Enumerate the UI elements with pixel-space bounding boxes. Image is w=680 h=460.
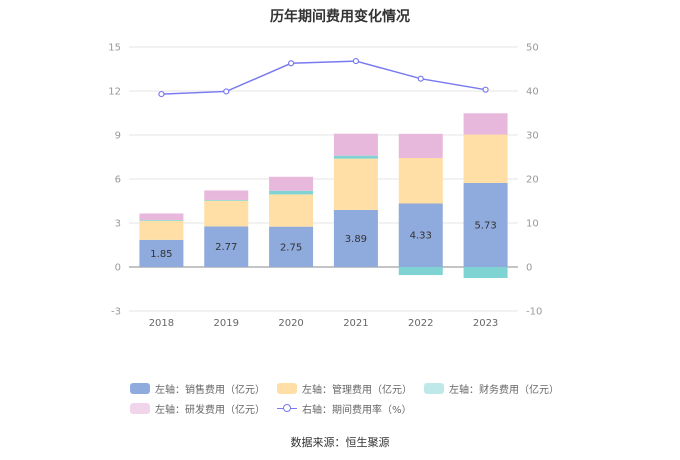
left-axis-tick: 15 <box>108 43 121 54</box>
right-axis-tick: 0 <box>526 263 532 274</box>
admin-bar <box>204 200 249 227</box>
rnd-bar <box>463 113 508 135</box>
left-axis-tick: -3 <box>111 307 121 318</box>
sales-bar <box>398 203 443 267</box>
legend-row-1: 左轴：销售费用（亿元） 左轴：管理费用（亿元） 左轴：财务费用（亿元） <box>130 378 559 398</box>
x-axis-tick: 2018 <box>149 318 174 329</box>
bar-data-label: 3.89 <box>345 234 367 245</box>
finance-bar <box>463 267 508 278</box>
rnd-bar <box>398 133 443 159</box>
legend-item-rnd[interactable]: 左轴：研发费用（亿元） <box>130 401 265 416</box>
expense-rate-point <box>287 60 295 67</box>
legend-swatch-admin <box>277 382 297 394</box>
admin-bar <box>463 134 508 183</box>
expense-rate-line <box>161 60 486 95</box>
legend-item-finance[interactable]: 左轴：财务费用（亿元） <box>424 381 559 396</box>
admin-bar <box>333 158 378 210</box>
left-axis-tick: 0 <box>115 263 121 274</box>
bar-data-label: 5.73 <box>474 220 496 231</box>
finance-bar <box>398 267 443 276</box>
x-axis-tick: 2021 <box>343 318 368 329</box>
right-axis-tick: 40 <box>526 87 539 98</box>
bar-data-label: 4.33 <box>410 231 432 242</box>
legend-swatch-sales <box>130 382 150 394</box>
chart-title: 历年期间费用变化情况 <box>270 9 410 25</box>
left-axis-tick: 6 <box>115 175 121 186</box>
rnd-bar <box>269 176 314 191</box>
finance-bar <box>333 155 378 159</box>
finance-bar <box>204 199 249 201</box>
expense-rate-point <box>158 90 165 98</box>
legend-label-rate: 右轴：期间费用率（%） <box>302 404 412 416</box>
x-axis-tick: 2023 <box>473 318 498 329</box>
legend: 左轴：销售费用（亿元） 左轴：管理费用（亿元） 左轴：财务费用（亿元） 左轴：研… <box>130 378 559 418</box>
x-axis-tick: 2022 <box>408 318 433 329</box>
right-axis-tick: 30 <box>526 131 539 142</box>
rnd-bar <box>333 133 378 156</box>
legend-item-admin[interactable]: 左轴：管理费用（亿元） <box>277 381 412 396</box>
admin-bar <box>398 158 443 204</box>
legend-label-sales: 左轴：销售费用（亿元） <box>155 384 265 396</box>
legend-item-sales[interactable]: 左轴：销售费用（亿元） <box>130 381 265 396</box>
admin-bar <box>139 220 184 240</box>
legend-label-finance: 左轴：财务费用（亿元） <box>449 384 559 396</box>
legend-swatch-rate <box>277 403 297 414</box>
sales-bar <box>463 182 508 267</box>
expense-rate-point <box>482 86 489 93</box>
legend-item-rate[interactable]: 右轴：期间费用率（%） <box>277 401 412 416</box>
rnd-bar <box>139 213 184 221</box>
bar-data-label: 2.75 <box>280 242 302 253</box>
legend-label-rnd: 左轴：研发费用（亿元） <box>155 404 265 416</box>
legend-row-2: 左轴：研发费用（亿元） 右轴：期间费用率（%） <box>130 398 550 418</box>
x-axis-tick: 2020 <box>278 318 303 329</box>
sales-bar <box>269 226 314 267</box>
sales-bar <box>204 226 249 267</box>
legend-swatch-finance <box>424 382 444 394</box>
expense-rate-point <box>223 88 230 95</box>
right-axis-tick: 20 <box>526 175 539 186</box>
right-axis-tick: -10 <box>526 307 542 318</box>
x-axis-tick: 2019 <box>214 318 239 329</box>
chart-plot: -3 0 3 6 9 12 15 -10 0 10 20 30 40 50 2018 2019 2020 2021… <box>108 43 542 330</box>
data-source: 数据来源：恒生聚源 <box>290 436 390 449</box>
left-axis-tick: 12 <box>108 87 121 98</box>
left-axis-tick: 9 <box>115 131 121 142</box>
admin-bar <box>269 194 314 227</box>
legend-label-admin: 左轴：管理费用（亿元） <box>302 384 412 396</box>
right-axis-tick: 10 <box>526 219 539 230</box>
expense-rate-point <box>352 57 360 65</box>
right-axis-tick: 50 <box>526 43 539 54</box>
bar-data-label: 1.85 <box>150 249 172 260</box>
expense-rate-point <box>417 75 424 82</box>
legend-swatch-rnd <box>130 402 150 414</box>
rnd-bar <box>204 190 249 200</box>
sales-bar <box>139 239 184 267</box>
finance-bar <box>139 220 184 221</box>
left-axis-tick: 3 <box>115 219 121 230</box>
bar-data-label: 2.77 <box>215 242 237 253</box>
finance-bar <box>269 190 314 195</box>
sales-bar <box>333 209 378 267</box>
